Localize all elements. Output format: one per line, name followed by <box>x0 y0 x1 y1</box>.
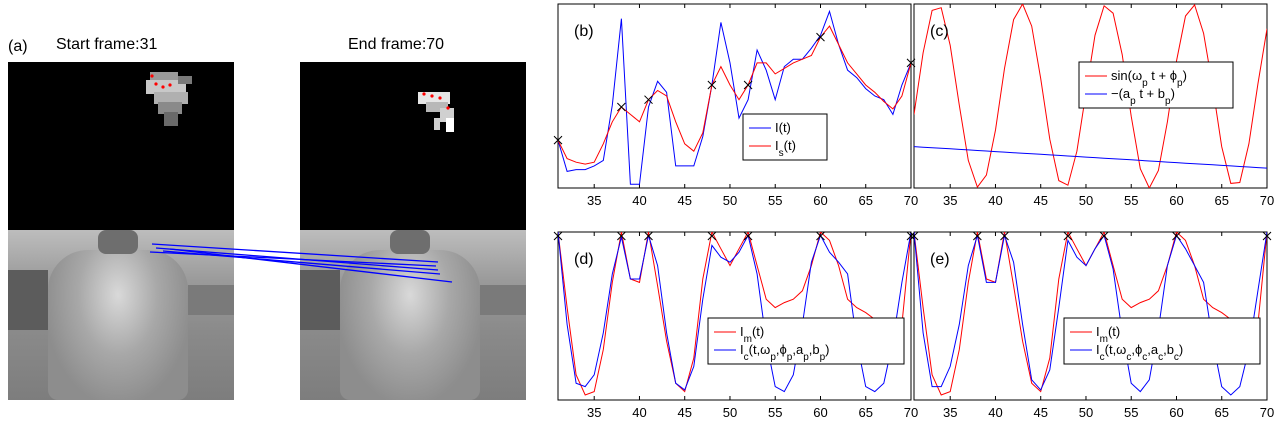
end-hand-silhouette <box>418 92 454 132</box>
x-tick-label: 40 <box>988 193 1002 208</box>
start-frame-image <box>8 230 234 400</box>
x-tick-label: 65 <box>1215 405 1229 420</box>
legend: Im(t)Ic(t,ωp,ϕp,ap,bp) <box>707 317 905 365</box>
x-tick-label: 40 <box>988 405 1002 420</box>
peak-marker <box>743 231 753 241</box>
peak-marker <box>816 231 825 241</box>
series-line <box>558 9 911 185</box>
x-tick-label: 45 <box>677 193 691 208</box>
panel-label: (e) <box>930 251 950 268</box>
x-tick-label: 50 <box>1079 405 1093 420</box>
chart-d: 35 40 45 50 55 60 65 70 (d) Im(t)Ic(t,ωp,ϕp,ap,bp… <box>553 231 918 420</box>
axes-frame <box>913 231 1268 401</box>
peak-marker <box>973 231 982 241</box>
x-tick-label: 65 <box>1215 193 1229 208</box>
peak-marker <box>707 80 717 90</box>
start-frame-title: Start frame:31 <box>56 36 158 53</box>
chart-c: 35 40 45 50 55 60 65 70 (c) sin(ωp t + ϕp)−(ap t … <box>913 3 1274 208</box>
x-tick-label: 35 <box>587 193 601 208</box>
peak-marker <box>617 231 626 241</box>
x-tick-label: 60 <box>1169 405 1183 420</box>
x-tick-label: 50 <box>723 193 737 208</box>
peak-marker <box>1172 231 1181 241</box>
peak-marker <box>1099 231 1109 241</box>
series-line <box>914 232 1267 396</box>
axes-frame <box>557 3 912 189</box>
peak-marker <box>553 135 563 145</box>
x-tick-label: 35 <box>587 405 601 420</box>
x-tick-label: 65 <box>859 193 873 208</box>
x-tick-label: 45 <box>1033 193 1047 208</box>
legend: sin(ωp t + ϕp)−(ap t + bp) <box>1078 61 1234 109</box>
panel-a-label: (a) <box>8 38 28 55</box>
panel-label: (c) <box>930 23 949 40</box>
x-tick-label: 50 <box>723 405 737 420</box>
x-tick-label: 55 <box>768 405 782 420</box>
legend-entry: I(t) <box>775 120 791 135</box>
x-tick-label: 55 <box>768 193 782 208</box>
peak-marker <box>644 231 653 241</box>
peak-marker <box>909 231 919 241</box>
peak-marker <box>553 231 563 241</box>
legend: I(t) Is(t) <box>742 113 828 161</box>
peak-marker <box>1262 231 1272 241</box>
x-tick-label: 65 <box>859 405 873 420</box>
series-line <box>558 25 911 165</box>
end-silhouette-frame <box>300 62 526 230</box>
panel-label: (d) <box>574 251 594 268</box>
legend-entry: Ic(t,ωc,ϕc,ac,bc) <box>1096 342 1183 363</box>
legend-entry: sin(ωp t + ϕp) <box>1111 68 1187 89</box>
peak-marker <box>1000 231 1009 241</box>
legend-entry: Ic(t,ωp,ϕp,ap,bp) <box>740 342 830 363</box>
x-tick-label: 60 <box>813 405 827 420</box>
legend-entry: Is(t) <box>775 138 796 159</box>
legend-entry: Im(t) <box>740 324 764 345</box>
legend-entry: −(ap t + bp) <box>1111 86 1175 107</box>
x-tick-label: 40 <box>632 193 646 208</box>
x-tick-label: 60 <box>813 193 827 208</box>
peak-marker <box>1063 231 1073 241</box>
x-tick-label: 50 <box>1079 193 1093 208</box>
series-line <box>914 146 1267 169</box>
x-tick-label: 70 <box>1260 405 1274 420</box>
axes-frame <box>913 3 1268 189</box>
legend: Im(t)Ic(t,ωc,ϕc,ac,bc) <box>1063 317 1261 365</box>
x-tick-label: 45 <box>677 405 691 420</box>
peak-marker <box>816 32 825 42</box>
start-hand-silhouette <box>146 72 192 126</box>
end-frame-image <box>300 230 526 400</box>
peak-marker <box>743 80 753 90</box>
peak-marker <box>644 95 653 105</box>
x-tick-label: 35 <box>943 405 957 420</box>
panel-label: (b) <box>574 23 594 40</box>
legend-entry: Im(t) <box>1096 324 1120 345</box>
x-tick-label: 60 <box>1169 193 1183 208</box>
chart-b: 35 40 45 50 55 60 65 70 (b) I(t) Is(t) <box>553 3 918 208</box>
x-tick-label: 45 <box>1033 405 1047 420</box>
start-silhouette-frame <box>8 62 234 230</box>
x-tick-label: 70 <box>904 405 918 420</box>
x-tick-label: 55 <box>1124 193 1138 208</box>
end-frame-title: End frame:70 <box>348 36 445 53</box>
series-line <box>558 232 911 396</box>
peak-marker <box>617 102 626 112</box>
chart-e: 35 40 45 50 55 60 65 70 (e) Im(t)Ic(t,ωc,ϕc,ac,bc… <box>909 231 1274 420</box>
x-tick-label: 35 <box>943 193 957 208</box>
x-tick-label: 55 <box>1124 405 1138 420</box>
x-tick-label: 70 <box>1260 193 1274 208</box>
x-tick-label: 70 <box>904 193 918 208</box>
peak-marker <box>707 231 717 241</box>
axes-frame <box>557 231 912 401</box>
x-tick-label: 40 <box>632 405 646 420</box>
series-line <box>558 232 911 393</box>
